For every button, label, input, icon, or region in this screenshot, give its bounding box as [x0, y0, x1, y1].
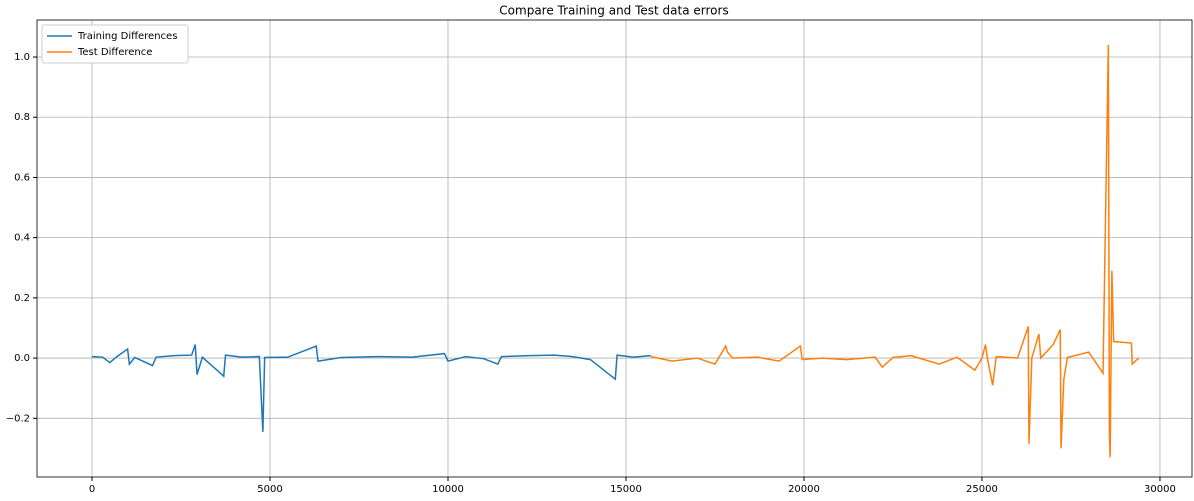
series-line [91, 344, 651, 432]
x-tick-label: 30000 [1144, 484, 1176, 495]
x-tick-label: 20000 [788, 484, 820, 495]
x-tick-label: 5000 [257, 484, 282, 495]
y-tick-label: 0.6 [14, 172, 30, 183]
y-tick-label: 0.4 [14, 233, 30, 244]
legend-label: Training Differences [77, 31, 177, 42]
x-tick-label: 10000 [432, 484, 464, 495]
x-tick-label: 0 [89, 484, 95, 495]
y-tick-label: 0.2 [14, 293, 30, 304]
legend-label: Test Difference [77, 47, 152, 58]
legend-box [41, 24, 189, 64]
y-tick-label: 0.0 [14, 353, 30, 364]
x-tick-label: 25000 [966, 484, 998, 495]
x-tick-label: 15000 [610, 484, 642, 495]
y-tick-label: −0.2 [6, 413, 30, 424]
series-line [650, 44, 1140, 458]
chart-title: Compare Training and Test data errors [499, 4, 728, 18]
plot-frame [36, 19, 1193, 478]
y-tick-label: 0.8 [14, 112, 30, 123]
y-tick-label: 1.0 [14, 52, 30, 63]
